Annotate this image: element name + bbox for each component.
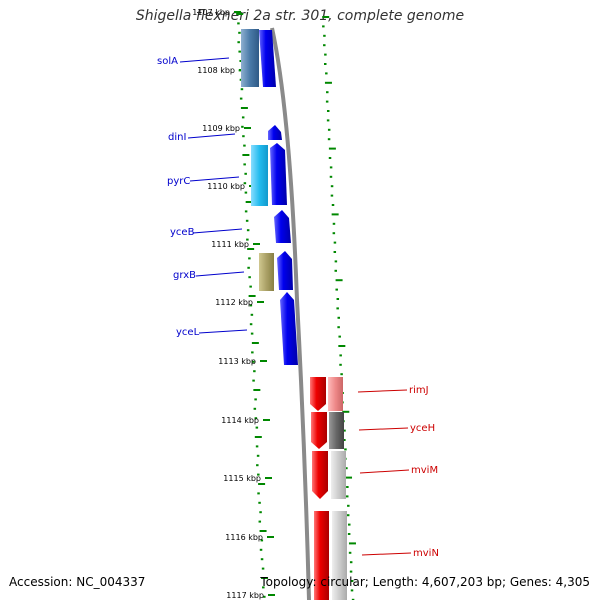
cog-box-solA — [241, 29, 259, 87]
gene-arrow-rimJ — [310, 377, 326, 411]
gene-leader-grxB — [195, 271, 245, 277]
scale-tick-label: 1113 kbp — [218, 357, 256, 366]
cog-box-yceH — [329, 412, 344, 449]
scale-tick-label: 1115 kbp — [223, 474, 261, 483]
gene-arrow-yceH — [311, 412, 327, 449]
scale-tick-label: 1108 kbp — [197, 66, 235, 75]
gene-label-dinI: dinI — [168, 132, 186, 143]
gene-label-grxB: grxB — [173, 270, 196, 281]
cog-box-mviN — [332, 511, 347, 600]
gene-label-yceB: yceB — [170, 227, 195, 238]
gene-label-rimJ: rimJ — [409, 385, 429, 396]
gene-arrow-mviN — [314, 511, 329, 600]
cog-box-mviM — [331, 451, 346, 499]
gene-arrow-dinI — [268, 125, 282, 140]
gc-content-track-right — [322, 16, 356, 600]
scale-ticks: 1107 kbp 1108 kbp 1109 kbp 1110 kbp 1111 kbp… — [192, 8, 275, 600]
cog-box-grxB — [259, 253, 274, 291]
scale-tick-label: 1112 kbp — [215, 298, 253, 307]
gene-arrow-mviM — [312, 451, 328, 499]
gene-arrow-yceL — [280, 292, 298, 365]
gene-leader-rimJ — [357, 389, 408, 393]
gene-leader-mviM — [359, 469, 410, 474]
gene-arrow-solA — [259, 30, 276, 87]
cog-box-pyrC — [251, 145, 268, 206]
map-title: Shigella flexneri 2a str. 301, complete … — [135, 8, 465, 24]
gene-leader-yceB — [192, 228, 243, 234]
gene-leader-yceL — [198, 329, 248, 334]
scale-tick-label: 1116 kbp — [225, 533, 263, 542]
topology-text: Topology: circular; Length: 4,607,203 bp… — [260, 575, 590, 589]
scale-tick-label: 1114 kbp — [221, 416, 259, 425]
gene-leader-mviN — [361, 552, 412, 556]
accession-text: Accession: NC_004337 — [9, 575, 146, 589]
gene-leader-pyrC — [189, 176, 240, 182]
scale-tick-label: 1110 kbp — [207, 182, 245, 191]
gene-label-mviN: mviN — [413, 548, 439, 559]
cog-box-rimJ — [328, 377, 343, 411]
gene-label-mviM: mviM — [411, 465, 438, 476]
gene-arrow-pyrC — [270, 143, 287, 205]
scale-tick-label: 1117 kbp — [226, 591, 264, 600]
gene-leader-solA — [179, 57, 230, 63]
gene-arrow-grxB — [277, 251, 293, 290]
gene-label-yceL: yceL — [176, 327, 200, 338]
genome-backbone — [270, 27, 311, 600]
gene-label-pyrC: pyrC — [167, 176, 190, 187]
gene-leader-yceH — [358, 427, 409, 431]
gene-arrow-yceB — [274, 210, 291, 243]
scale-tick-label: 1111 kbp — [211, 240, 249, 249]
gc-content-track-left — [236, 13, 269, 598]
gene-leader-dinI — [187, 133, 236, 139]
gene-label-solA: solA — [157, 56, 178, 67]
scale-tick-label: 1109 kbp — [202, 124, 240, 133]
scale-tick-label: 1107 kbp — [192, 8, 230, 17]
gene-label-yceH: yceH — [410, 423, 435, 434]
